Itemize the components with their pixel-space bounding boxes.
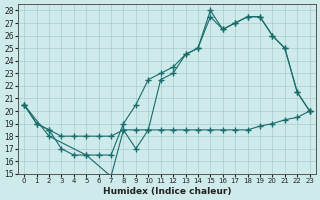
X-axis label: Humidex (Indice chaleur): Humidex (Indice chaleur) xyxy=(103,187,231,196)
